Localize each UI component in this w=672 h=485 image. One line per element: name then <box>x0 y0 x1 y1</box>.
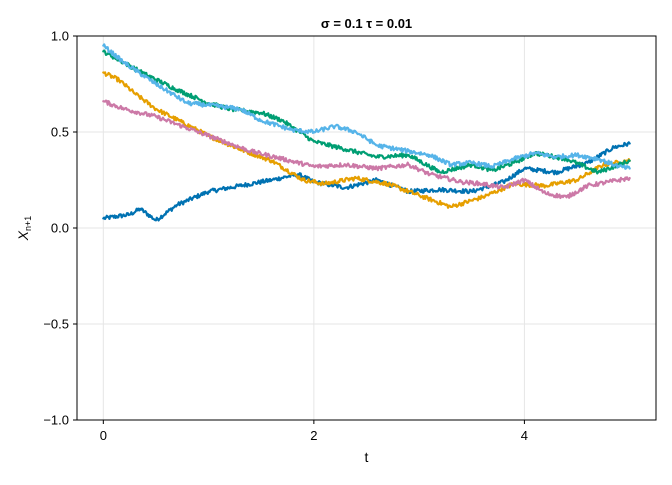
x-tick-label: 4 <box>521 428 528 443</box>
y-tick-label: 0.0 <box>51 221 69 236</box>
y-tick-label: −0.5 <box>43 317 69 332</box>
x-axis-ticks: 0 2 4 <box>100 420 528 443</box>
series-line-5 <box>102 43 631 170</box>
y-tick-label: −1.0 <box>43 413 69 428</box>
series-line-1 <box>102 141 631 222</box>
series-group <box>102 43 631 222</box>
x-tick-label: 2 <box>310 428 317 443</box>
series-line-4 <box>102 99 631 200</box>
grid <box>77 35 656 421</box>
y-tick-label: 1.0 <box>51 29 69 44</box>
y-axis-title-main: X <box>15 230 31 241</box>
x-axis-title: t <box>365 449 369 465</box>
y-axis-title-subscript: n+1 <box>23 216 33 231</box>
x-tick-label: 0 <box>100 428 107 443</box>
y-tick-label: 0.5 <box>51 125 69 140</box>
y-axis-ticks: −1.0 −0.5 0.0 0.5 1.0 <box>43 29 77 428</box>
y-axis-title: Xn+1 <box>15 216 33 242</box>
chart-title: σ = 0.1 τ = 0.01 <box>321 16 412 31</box>
